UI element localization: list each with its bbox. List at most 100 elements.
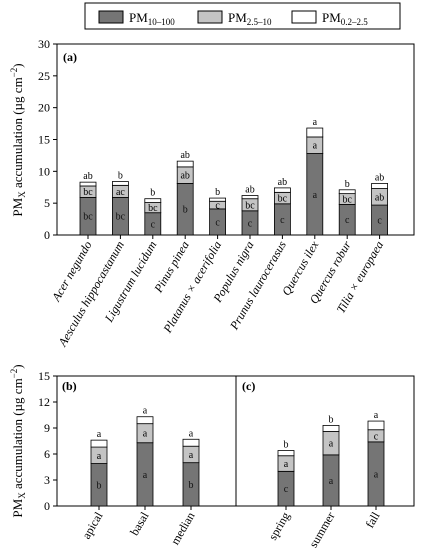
x-tick-label: fall [362, 509, 382, 530]
significance-letter: a [97, 451, 102, 462]
bar-segment-PM0_2_2_5 [144, 198, 162, 203]
significance-letter: bc [83, 212, 93, 223]
significance-letter: c [151, 219, 156, 230]
panel-a-label: (a) [63, 50, 77, 64]
bar-segment-PM0_2_2_5 [241, 195, 259, 200]
y-tick-label: 20 [38, 101, 50, 115]
y-tick-label: 0 [44, 228, 50, 242]
y-tick-label: 10 [38, 164, 50, 178]
significance-letter: ab [180, 150, 189, 161]
significance-letter: ac [116, 187, 125, 198]
bar-segment-PM0_2_2_5 [182, 438, 200, 447]
significance-letter: bc [148, 203, 158, 214]
x-tick-label: summer [306, 510, 337, 550]
legend-label-pm2-5-10: PM2.5–10 [228, 10, 272, 27]
significance-letter: a [143, 470, 148, 481]
significance-letter: b [150, 188, 155, 199]
significance-letter: a [97, 429, 102, 440]
bar-segment-PM0_2_2_5 [90, 439, 108, 448]
bar-segment-PM0_2_2_5 [277, 450, 295, 457]
legend: PM10–100 PM2.5–10 PM0.2–2.5 [84, 2, 401, 30]
significance-letter: a [313, 190, 318, 201]
significance-letter: c [345, 215, 350, 226]
y-tick-label: 5 [44, 196, 50, 210]
significance-letter: b [329, 414, 334, 425]
significance-letter: ab [245, 185, 254, 196]
significance-letter: a [143, 406, 148, 417]
significance-letter: a [189, 428, 194, 439]
significance-letter: ab [375, 192, 384, 203]
legend-label-pm0-2-2-5: PM0.2–2.5 [322, 10, 368, 27]
significance-letter: bc [83, 187, 93, 198]
panel-a-frame [56, 43, 415, 236]
x-tick-label: basal [127, 509, 152, 538]
significance-letter: a [313, 141, 318, 152]
significance-letter: bc [342, 195, 352, 206]
significance-letter: a [329, 476, 334, 487]
significance-letter: a [143, 429, 148, 440]
significance-letter: b [215, 187, 220, 198]
significance-letter: a [374, 469, 379, 480]
bar-segment-PM0_2_2_5 [306, 127, 324, 138]
significance-letter: c [215, 201, 220, 212]
significance-letter: ab [278, 177, 287, 188]
panel-c-label: (c) [242, 379, 255, 393]
bar-segment-PM0_2_2_5 [338, 189, 356, 195]
y-tick-label: 9 [44, 421, 50, 435]
y-tick-label: 15 [38, 133, 50, 147]
significance-letter: c [374, 431, 379, 442]
legend-swatch-pm2-5-10 [197, 10, 223, 24]
significance-letter: c [215, 217, 220, 228]
significance-letter: c [377, 216, 382, 227]
x-tick-label: Platanus × acerifolia [160, 239, 224, 336]
significance-letter: b [284, 440, 289, 451]
significance-letter: bc [245, 200, 255, 211]
bar-segment-PM0_2_2_5 [176, 160, 194, 168]
panel-b-c: (b) (c) PMX accumulation (µg cm−2) 0 3 6 9 1… [9, 364, 415, 550]
y-tick-label: 3 [44, 473, 50, 487]
significance-letter: b [97, 480, 102, 491]
y-tick-label: 15 [38, 369, 50, 383]
significance-letter: c [280, 215, 285, 226]
significance-letter: b [118, 171, 123, 182]
bar-segment-PM0_2_2_5 [367, 420, 385, 431]
significance-letter: a [329, 439, 334, 450]
bar-segment-PM0_2_2_5 [112, 181, 129, 186]
bar-segment-PM0_2_2_5 [273, 187, 291, 193]
significance-letter: ab [180, 171, 189, 182]
significance-letter: c [248, 218, 253, 229]
panel-b-y-axis-title: PMX accumulation (µg cm−2) [9, 364, 27, 517]
legend-swatch-pm0-2-2-5 [291, 10, 317, 24]
significance-letter: a [284, 459, 289, 470]
significance-letter: bc [116, 212, 126, 223]
bar-segment-PM0_2_2_5 [79, 181, 97, 187]
legend-swatch-pm10-100 [98, 10, 124, 24]
significance-letter: a [374, 410, 379, 421]
significance-letter: b [183, 205, 188, 216]
significance-letter: ab [83, 171, 92, 182]
panel-b-label: (b) [62, 379, 77, 393]
bar-segment-PM0_2_2_5 [209, 197, 227, 202]
significance-letter: a [189, 450, 194, 461]
y-tick-label: 6 [44, 447, 50, 461]
y-tick-label: 12 [38, 395, 50, 409]
panel-a-y-axis-title: PMX accumulation (µg cm−2) [9, 63, 27, 216]
significance-letter: c [284, 484, 289, 495]
panel-a: (a) PMX accumulation (µg cm−2) 0 5 10 15 20 2… [9, 37, 415, 349]
x-tick-label: spring [265, 510, 292, 543]
y-tick-label: 30 [38, 37, 50, 51]
x-tick-label: apical [79, 509, 106, 541]
significance-letter: a [313, 117, 318, 128]
significance-letter: b [345, 179, 350, 190]
significance-letter: ab [375, 172, 384, 183]
y-tick-label: 0 [44, 499, 50, 513]
x-tick-label: median [168, 510, 198, 548]
y-tick-label: 25 [38, 69, 50, 83]
bar-segment-PM0_2_2_5 [136, 416, 154, 425]
bar-segment-PM0_2_2_5 [322, 424, 340, 432]
legend-label-pm10-100: PM10–100 [129, 10, 175, 27]
significance-letter: bc [278, 194, 288, 205]
legend-frame [84, 2, 401, 30]
bar-segment-PM0_2_2_5 [371, 183, 389, 189]
